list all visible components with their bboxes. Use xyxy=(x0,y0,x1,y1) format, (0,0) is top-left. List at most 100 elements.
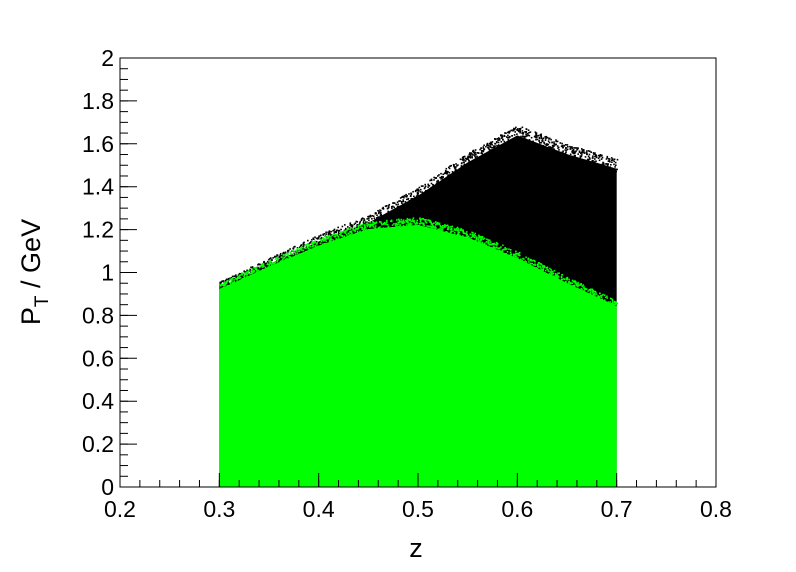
data-point xyxy=(447,235,449,238)
data-point xyxy=(534,136,537,138)
data-point xyxy=(434,225,436,228)
data-point xyxy=(614,174,616,177)
data-point xyxy=(255,274,258,276)
data-point xyxy=(542,273,545,275)
data-point xyxy=(534,260,536,263)
data-point xyxy=(462,159,464,161)
data-point xyxy=(233,279,235,281)
data-point xyxy=(592,293,595,296)
data-point xyxy=(525,132,527,134)
data-point xyxy=(483,243,486,245)
data-point xyxy=(527,134,529,136)
data-point xyxy=(234,282,236,285)
data-point xyxy=(239,273,242,275)
data-point xyxy=(297,256,299,259)
data-point xyxy=(475,162,478,165)
data-point xyxy=(258,277,261,279)
data-point xyxy=(433,176,435,179)
data-point xyxy=(512,253,515,256)
data-point xyxy=(556,153,559,155)
data-point xyxy=(574,147,577,149)
data-point xyxy=(230,277,233,280)
data-point xyxy=(277,258,279,260)
data-point xyxy=(444,225,447,228)
data-point xyxy=(540,263,543,266)
data-point xyxy=(565,149,568,151)
data-point xyxy=(298,252,300,254)
data-point xyxy=(559,162,561,164)
data-point xyxy=(503,134,506,137)
data-point xyxy=(371,224,374,227)
x-axis-title: z xyxy=(409,533,423,563)
data-point xyxy=(523,261,525,263)
data-point xyxy=(598,171,601,173)
data-point xyxy=(221,283,223,286)
data-point xyxy=(435,227,437,229)
data-point xyxy=(494,145,496,147)
data-point xyxy=(529,131,532,133)
data-point xyxy=(436,223,439,225)
data-point xyxy=(237,281,240,284)
data-point xyxy=(614,305,616,308)
data-point xyxy=(557,275,559,278)
data-point xyxy=(527,129,530,131)
data-point xyxy=(580,166,583,168)
data-point xyxy=(497,146,500,149)
data-point xyxy=(367,215,369,218)
data-point xyxy=(262,270,265,272)
data-point xyxy=(489,255,492,257)
data-point xyxy=(311,245,314,248)
data-point xyxy=(609,166,611,168)
data-point xyxy=(240,285,242,287)
data-point xyxy=(250,266,252,269)
data-point xyxy=(570,146,572,149)
data-point xyxy=(261,271,264,273)
data-point xyxy=(542,266,544,269)
data-point xyxy=(474,156,477,159)
data-point xyxy=(587,155,590,158)
data-point xyxy=(560,276,563,279)
data-point xyxy=(220,291,223,293)
data-point xyxy=(345,233,348,236)
data-point xyxy=(420,194,422,196)
data-point xyxy=(449,165,451,167)
data-point xyxy=(529,263,531,265)
data-point xyxy=(440,181,443,184)
data-point xyxy=(483,161,485,163)
data-point xyxy=(411,223,413,225)
data-point xyxy=(561,151,563,154)
data-point xyxy=(565,285,568,287)
data-point xyxy=(537,265,539,267)
data-point xyxy=(413,232,415,235)
data-point xyxy=(555,276,557,279)
data-point xyxy=(577,147,579,149)
data-point xyxy=(252,275,254,278)
data-point xyxy=(573,284,576,287)
data-point xyxy=(567,162,570,165)
data-point xyxy=(496,244,498,246)
data-point xyxy=(514,253,517,256)
data-point xyxy=(461,229,463,232)
data-point xyxy=(582,164,585,167)
data-point xyxy=(397,221,399,224)
data-point xyxy=(324,239,326,242)
data-point xyxy=(373,230,376,233)
data-point xyxy=(396,219,398,221)
data-point xyxy=(555,140,557,143)
data-point xyxy=(401,214,404,216)
data-point xyxy=(483,149,485,151)
data-point xyxy=(431,189,433,192)
data-point xyxy=(455,168,457,171)
data-point xyxy=(230,284,232,287)
data-point xyxy=(362,234,364,237)
data-point xyxy=(242,274,245,276)
data-point xyxy=(309,250,312,252)
data-point xyxy=(262,264,264,267)
data-point xyxy=(269,262,271,265)
data-point xyxy=(225,278,228,281)
data-point xyxy=(550,273,552,275)
data-point xyxy=(426,225,428,227)
data-point xyxy=(492,146,494,149)
data-point xyxy=(219,284,222,286)
data-point xyxy=(267,266,270,268)
